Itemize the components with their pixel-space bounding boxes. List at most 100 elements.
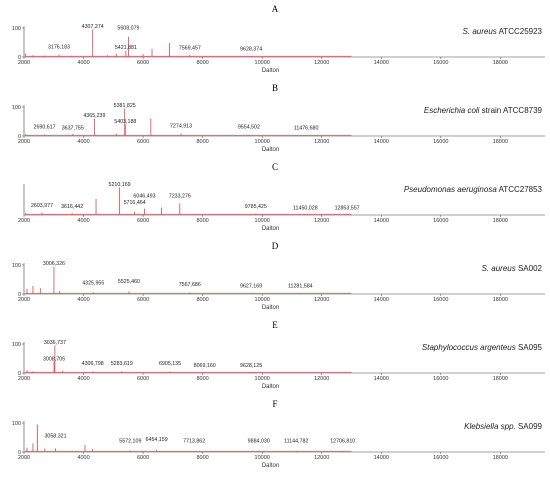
x-tick-label: 16000 <box>433 139 448 145</box>
organism-strain: ATCC25923 <box>497 27 543 36</box>
y-tick-label: 100 <box>12 105 21 111</box>
spectrum-panel-a: A S. aureus ATCC25923 0 100 2000 4000 6000 8000… <box>12 4 545 74</box>
organism-label: S. aureus SA002 <box>482 264 543 273</box>
x-tick-label: 2000 <box>18 376 30 382</box>
y-tick-label: 0 <box>18 134 21 140</box>
x-tick-label: 16000 <box>433 218 448 224</box>
peak-mass-label: 11144,782 <box>284 438 308 444</box>
x-tick-label: 18000 <box>493 139 508 145</box>
spectrum-panel-d: D S. aureus SA002 0 100 2000 4000 6000 8000 1000… <box>12 241 545 311</box>
organism-label: Escherichia coli strain ATCC8739 <box>424 106 543 115</box>
peak-mass-label: 3637,755 <box>62 126 84 132</box>
panel-letter: E <box>272 320 278 330</box>
peak-mass-label: 7569,457 <box>179 46 201 52</box>
peak-mass-label: 5525,460 <box>118 279 140 285</box>
peak-mass-label: 4325,955 <box>82 281 104 287</box>
x-tick-label: 10000 <box>255 60 270 66</box>
x-axis-title: Dalton <box>262 147 279 153</box>
peak-mass-label: 12853,557 <box>335 205 360 211</box>
organism-name-italic: Pseudomonas aeruginosa <box>404 185 498 194</box>
x-axis-title: Dalton <box>262 305 279 311</box>
x-tick-label: 2000 <box>18 218 30 224</box>
x-tick-label: 18000 <box>493 455 508 461</box>
organism-label: Staphylococcus argenteus SA095 <box>422 343 543 352</box>
peak-mass-label: 4307,274 <box>82 24 104 30</box>
peak-mass-label: 5572,109 <box>119 438 141 444</box>
x-tick-label: 12000 <box>314 60 329 66</box>
panel-letter: B <box>272 83 278 93</box>
organism-strain: SA099 <box>516 422 543 431</box>
organism-name-italic: S. aureus <box>482 264 516 273</box>
y-tick-label: 100 <box>12 26 21 32</box>
x-tick-label: 8000 <box>197 376 209 382</box>
organism-strain: strain ATCC8739 <box>479 106 542 115</box>
x-tick-label: 14000 <box>374 297 389 303</box>
x-tick-label: 4000 <box>77 455 89 461</box>
organism-name-italic: Klebsiella spp. <box>464 422 516 431</box>
x-tick-label: 6000 <box>137 60 149 66</box>
peak-mass-label: 5508,079 <box>117 25 139 31</box>
spectrum-panel-e: E Staphylococcus argenteus SA095 0 100 2000 4… <box>12 320 545 390</box>
spectrum-panel-c: C Pseudomonas aeruginosa ATCC27853 2000 400… <box>18 162 545 232</box>
panel-letter: F <box>272 399 277 409</box>
y-tick-label: 0 <box>18 55 21 61</box>
peak-mass-label: 3616,442 <box>61 204 83 210</box>
x-tick-label: 4000 <box>77 376 89 382</box>
peak-mass-label: 3006,326 <box>43 261 65 267</box>
panel-letter: D <box>272 241 279 251</box>
organism-label: Klebsiella spp. SA099 <box>464 422 542 431</box>
x-tick-label: 14000 <box>374 376 389 382</box>
y-tick-label: 0 <box>18 450 21 456</box>
x-tick-label: 4000 <box>77 297 89 303</box>
peak-mass-label: 7713,862 <box>183 438 205 444</box>
organism-strain: ATCC27853 <box>497 185 543 194</box>
peak-mass-label: 12706,810 <box>330 438 355 444</box>
x-tick-label: 8000 <box>197 218 209 224</box>
spectrum-panel-f: F Klebsiella spp. SA099 0 100 2000 4000 6000 80… <box>12 399 545 469</box>
x-tick-label: 4000 <box>77 218 89 224</box>
peak-mass-label: 11476,680 <box>294 126 319 132</box>
organism-name-italic: Escherichia coli <box>424 106 480 115</box>
organism-strain: SA095 <box>516 343 543 352</box>
x-tick-label: 8000 <box>197 297 209 303</box>
peak-mass-label: 8069,160 <box>194 363 216 369</box>
y-tick-label: 100 <box>12 263 21 269</box>
y-tick-label: 0 <box>18 292 21 298</box>
panel-letter: C <box>272 162 278 172</box>
y-tick-label: 100 <box>12 342 21 348</box>
x-tick-label: 16000 <box>433 376 448 382</box>
x-tick-label: 10000 <box>255 218 270 224</box>
organism-label: Pseudomonas aeruginosa ATCC27853 <box>404 185 543 194</box>
peak-mass-label: 2690,617 <box>34 125 56 131</box>
x-tick-label: 6000 <box>137 376 149 382</box>
x-tick-label: 18000 <box>493 376 508 382</box>
peak-mass-label: 5210,169 <box>109 182 131 188</box>
x-tick-label: 10000 <box>255 139 270 145</box>
peak-mass-label: 5283,619 <box>111 361 133 367</box>
peak-mass-label: 9785,425 <box>245 204 267 210</box>
peak-mass-label: 2603,977 <box>31 203 53 209</box>
x-tick-label: 2000 <box>18 455 30 461</box>
organism-name-italic: S. aureus <box>463 27 497 36</box>
x-axis-title: Dalton <box>262 463 279 469</box>
x-tick-label: 16000 <box>433 60 448 66</box>
x-axis-title: Dalton <box>262 384 279 390</box>
organism-label: S. aureus ATCC25923 <box>463 27 543 36</box>
spectrum-panel-b: B Escherichia coli strain ATCC8739 0 100 200… <box>12 83 545 153</box>
peak-mass-label: 9628,374 <box>240 46 262 52</box>
peak-mass-label: 9884,030 <box>248 438 270 444</box>
peak-mass-label: 5716,464 <box>124 200 146 206</box>
x-tick-label: 18000 <box>493 218 508 224</box>
x-tick-label: 14000 <box>374 455 389 461</box>
x-tick-label: 6000 <box>137 139 149 145</box>
x-tick-label: 8000 <box>197 60 209 66</box>
x-tick-label: 16000 <box>433 297 448 303</box>
peak-mass-label: 7274,913 <box>170 124 192 130</box>
panel-letter: A <box>272 4 279 14</box>
peak-mass-label: 11450,028 <box>293 205 318 211</box>
x-axis-title: Dalton <box>262 68 279 74</box>
peak-mass-label: 7233,276 <box>169 194 191 200</box>
peak-mass-label: 5403,188 <box>114 119 136 125</box>
peak-mass-label: 5421,881 <box>115 45 137 51</box>
x-tick-label: 2000 <box>18 297 30 303</box>
